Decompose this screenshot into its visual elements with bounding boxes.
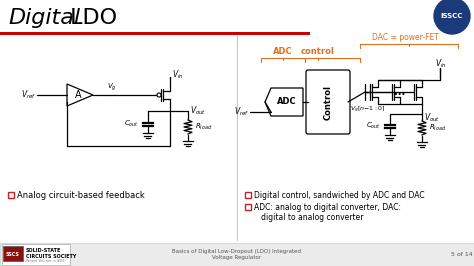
Text: $V_{in}$: $V_{in}$ (435, 58, 447, 70)
Text: $V_g[n{-}1:0]$: $V_g[n{-}1:0]$ (350, 105, 385, 115)
Text: $V_{out}$: $V_{out}$ (424, 112, 440, 124)
Text: ADC: analog to digital converter, DAC:: ADC: analog to digital converter, DAC: (254, 202, 401, 211)
Text: $C_{out}$: $C_{out}$ (124, 119, 139, 129)
Text: Analog circuit-based feedback: Analog circuit-based feedback (17, 190, 145, 200)
Text: ADC: ADC (273, 48, 293, 56)
Text: Digital: Digital (8, 8, 80, 28)
Text: 5 of 14: 5 of 14 (451, 251, 473, 256)
Text: SOLID-STATE: SOLID-STATE (26, 247, 61, 252)
Text: control: control (301, 48, 335, 56)
Bar (2, 244, 70, 265)
Text: LDO: LDO (63, 8, 117, 28)
Bar (0, 243, 474, 266)
Text: $C_{out}$: $C_{out}$ (366, 121, 381, 131)
Bar (0, 32, 310, 35)
Text: $V_{ref}$: $V_{ref}$ (21, 89, 36, 101)
Text: $R_{load}$: $R_{load}$ (195, 122, 212, 132)
Text: Control: Control (323, 85, 332, 119)
Text: $R_{load}$: $R_{load}$ (429, 123, 447, 133)
Text: DAC = power-FET: DAC = power-FET (372, 34, 438, 43)
Circle shape (157, 93, 161, 97)
Text: $V_{ref}$: $V_{ref}$ (234, 106, 249, 118)
Text: CIRCUITS SOCIETY: CIRCUITS SOCIETY (26, 253, 76, 259)
Bar (3, 246, 23, 261)
Text: digital to analog converter: digital to analog converter (254, 214, 364, 222)
Circle shape (434, 0, 470, 34)
Bar (8, 192, 14, 198)
Bar (245, 204, 251, 210)
Text: $V_g$: $V_g$ (107, 81, 117, 93)
Text: SSCS: SSCS (6, 251, 20, 256)
Text: ISSCC: ISSCC (441, 13, 463, 19)
Text: Voltage Regulator: Voltage Regulator (212, 256, 262, 260)
Text: A: A (75, 90, 82, 100)
Bar (245, 192, 251, 198)
Text: ADC: ADC (277, 98, 297, 106)
Text: $V_{out}$: $V_{out}$ (190, 105, 206, 117)
Text: $V_{in}$: $V_{in}$ (172, 69, 184, 81)
Text: Digital control, sandwiched by ADC and DAC: Digital control, sandwiched by ADC and D… (254, 190, 425, 200)
Text: Where You are in IEEE: Where You are in IEEE (26, 259, 64, 263)
Text: Basics of Digital Low-Dropout (LDO) Integrated: Basics of Digital Low-Dropout (LDO) Inte… (173, 248, 301, 253)
Text: ...: ... (394, 87, 406, 97)
FancyBboxPatch shape (306, 70, 350, 134)
